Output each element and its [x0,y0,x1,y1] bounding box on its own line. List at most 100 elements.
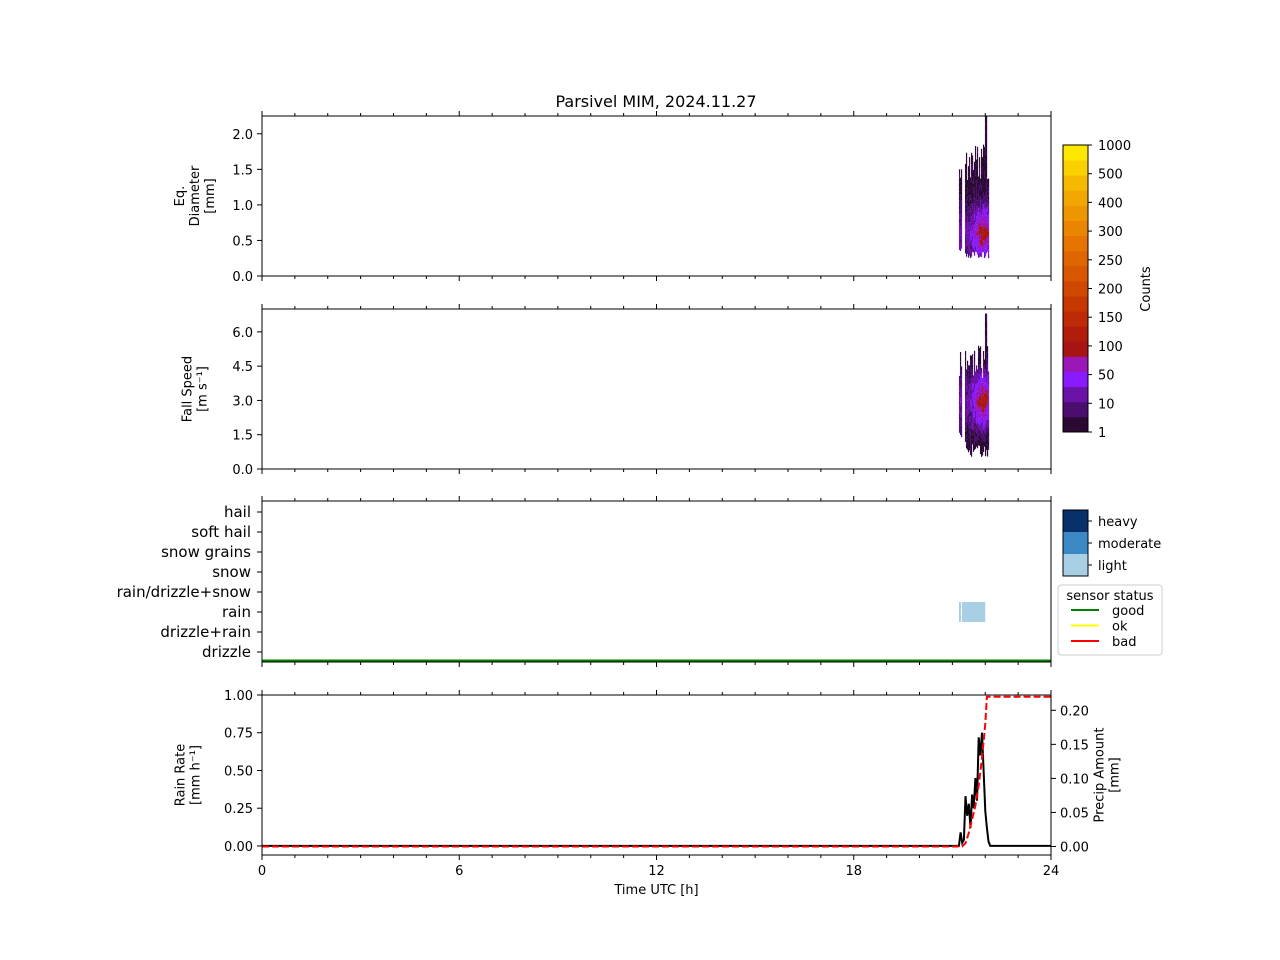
heat-cell [983,383,986,389]
heat-cell [982,412,985,419]
heat-cell [966,225,969,230]
heat-cell [977,428,980,435]
heat-cell [968,436,971,441]
heat-cell [979,424,982,431]
heat-cell [959,416,962,422]
heat-cell [964,356,967,362]
heat-cell [958,232,961,237]
colorbar-segment [1063,250,1088,267]
heat-cell [983,165,986,172]
heat-cell [975,365,978,370]
heat-cell [986,395,989,402]
heat-cell [986,352,989,359]
heat-cell [983,378,986,384]
heat-cell [983,196,986,203]
heat-cell [966,434,969,440]
heat-cell [965,170,968,176]
heat-cell [972,206,975,212]
heat-cell [987,445,990,450]
heat-cell [977,221,980,227]
heat-cell [969,244,972,250]
heat-cell [965,181,968,188]
heat-cell [987,240,990,245]
heat-cell [979,187,982,192]
heat-cell [984,201,987,210]
colorbar-tick-label: 1 [1098,426,1106,441]
axes-frame [261,694,1052,856]
heat-cell [971,394,974,400]
heat-cell [981,162,984,168]
heat-cell [969,195,972,200]
y-tick-label: 1.0 [232,199,253,214]
heat-cell [985,192,988,200]
heat-cell [974,380,977,385]
colorbar-segment [1063,235,1088,252]
heat-cell [960,235,963,240]
heat-cell [959,206,962,211]
heat-cell [971,404,974,410]
heat-cell [983,190,986,197]
heat-cell [977,384,980,391]
heat-cell [965,386,968,392]
heat-cell [964,188,967,194]
heat-cell [970,250,973,257]
heat-cell [967,171,970,177]
heat-cell [968,228,971,234]
y-tick-label: 0.5 [232,234,253,249]
heat-cell [985,238,988,246]
heat-cell [959,246,962,251]
heat-cell [973,229,976,235]
heat-cell [984,313,987,322]
chart-title: Parsivel MIM, 2024.11.27 [555,92,756,111]
heat-cell [982,367,985,374]
heat-cell [976,200,979,207]
colorbar-segment [1063,145,1088,161]
heat-cell [958,410,961,414]
heat-cell [987,380,990,385]
heat-cell [973,416,976,423]
heat-cell [978,435,981,441]
heat-cell [977,253,980,258]
heat-cell [987,406,990,411]
heat-cell [973,172,976,178]
heat-cell [958,388,961,392]
heat-cell [987,371,990,376]
heat-cell [985,154,988,162]
heat-cell [986,389,989,396]
heat-cell [964,193,967,199]
heat-cell [969,443,972,450]
heat-cell [970,233,973,240]
heat-cell [960,173,963,179]
heat-cell [980,172,983,179]
heat-cell [987,384,990,389]
heat-cell [986,413,989,420]
heat-cell [977,373,980,379]
heat-cell [985,123,988,132]
heat-cell [984,170,987,179]
heat-cell [960,390,963,394]
heat-cell [960,182,963,187]
heat-cell [959,407,962,413]
heat-cell [987,244,990,250]
heat-cell [968,426,971,432]
heat-cell [978,234,981,241]
heat-cell [985,351,988,360]
heat-cell [975,442,978,447]
heat-cell [976,373,979,379]
heat-cell [958,416,961,421]
heat-cell [985,389,988,397]
heat-cell [974,392,977,398]
heat-cell [981,246,984,253]
colorbar-tick-label: 500 [1098,168,1123,183]
heat-cell [959,361,962,366]
heat-cell [959,398,962,403]
heat-cell [959,412,962,417]
heat-cell [971,198,974,204]
intensity-label-heavy: heavy [1098,515,1138,530]
heat-cell [968,417,971,422]
heat-cell [960,393,963,398]
heat-cell [977,378,980,385]
heat-cell [958,413,961,417]
heat-cell [969,208,972,214]
heat-cell [972,422,975,427]
